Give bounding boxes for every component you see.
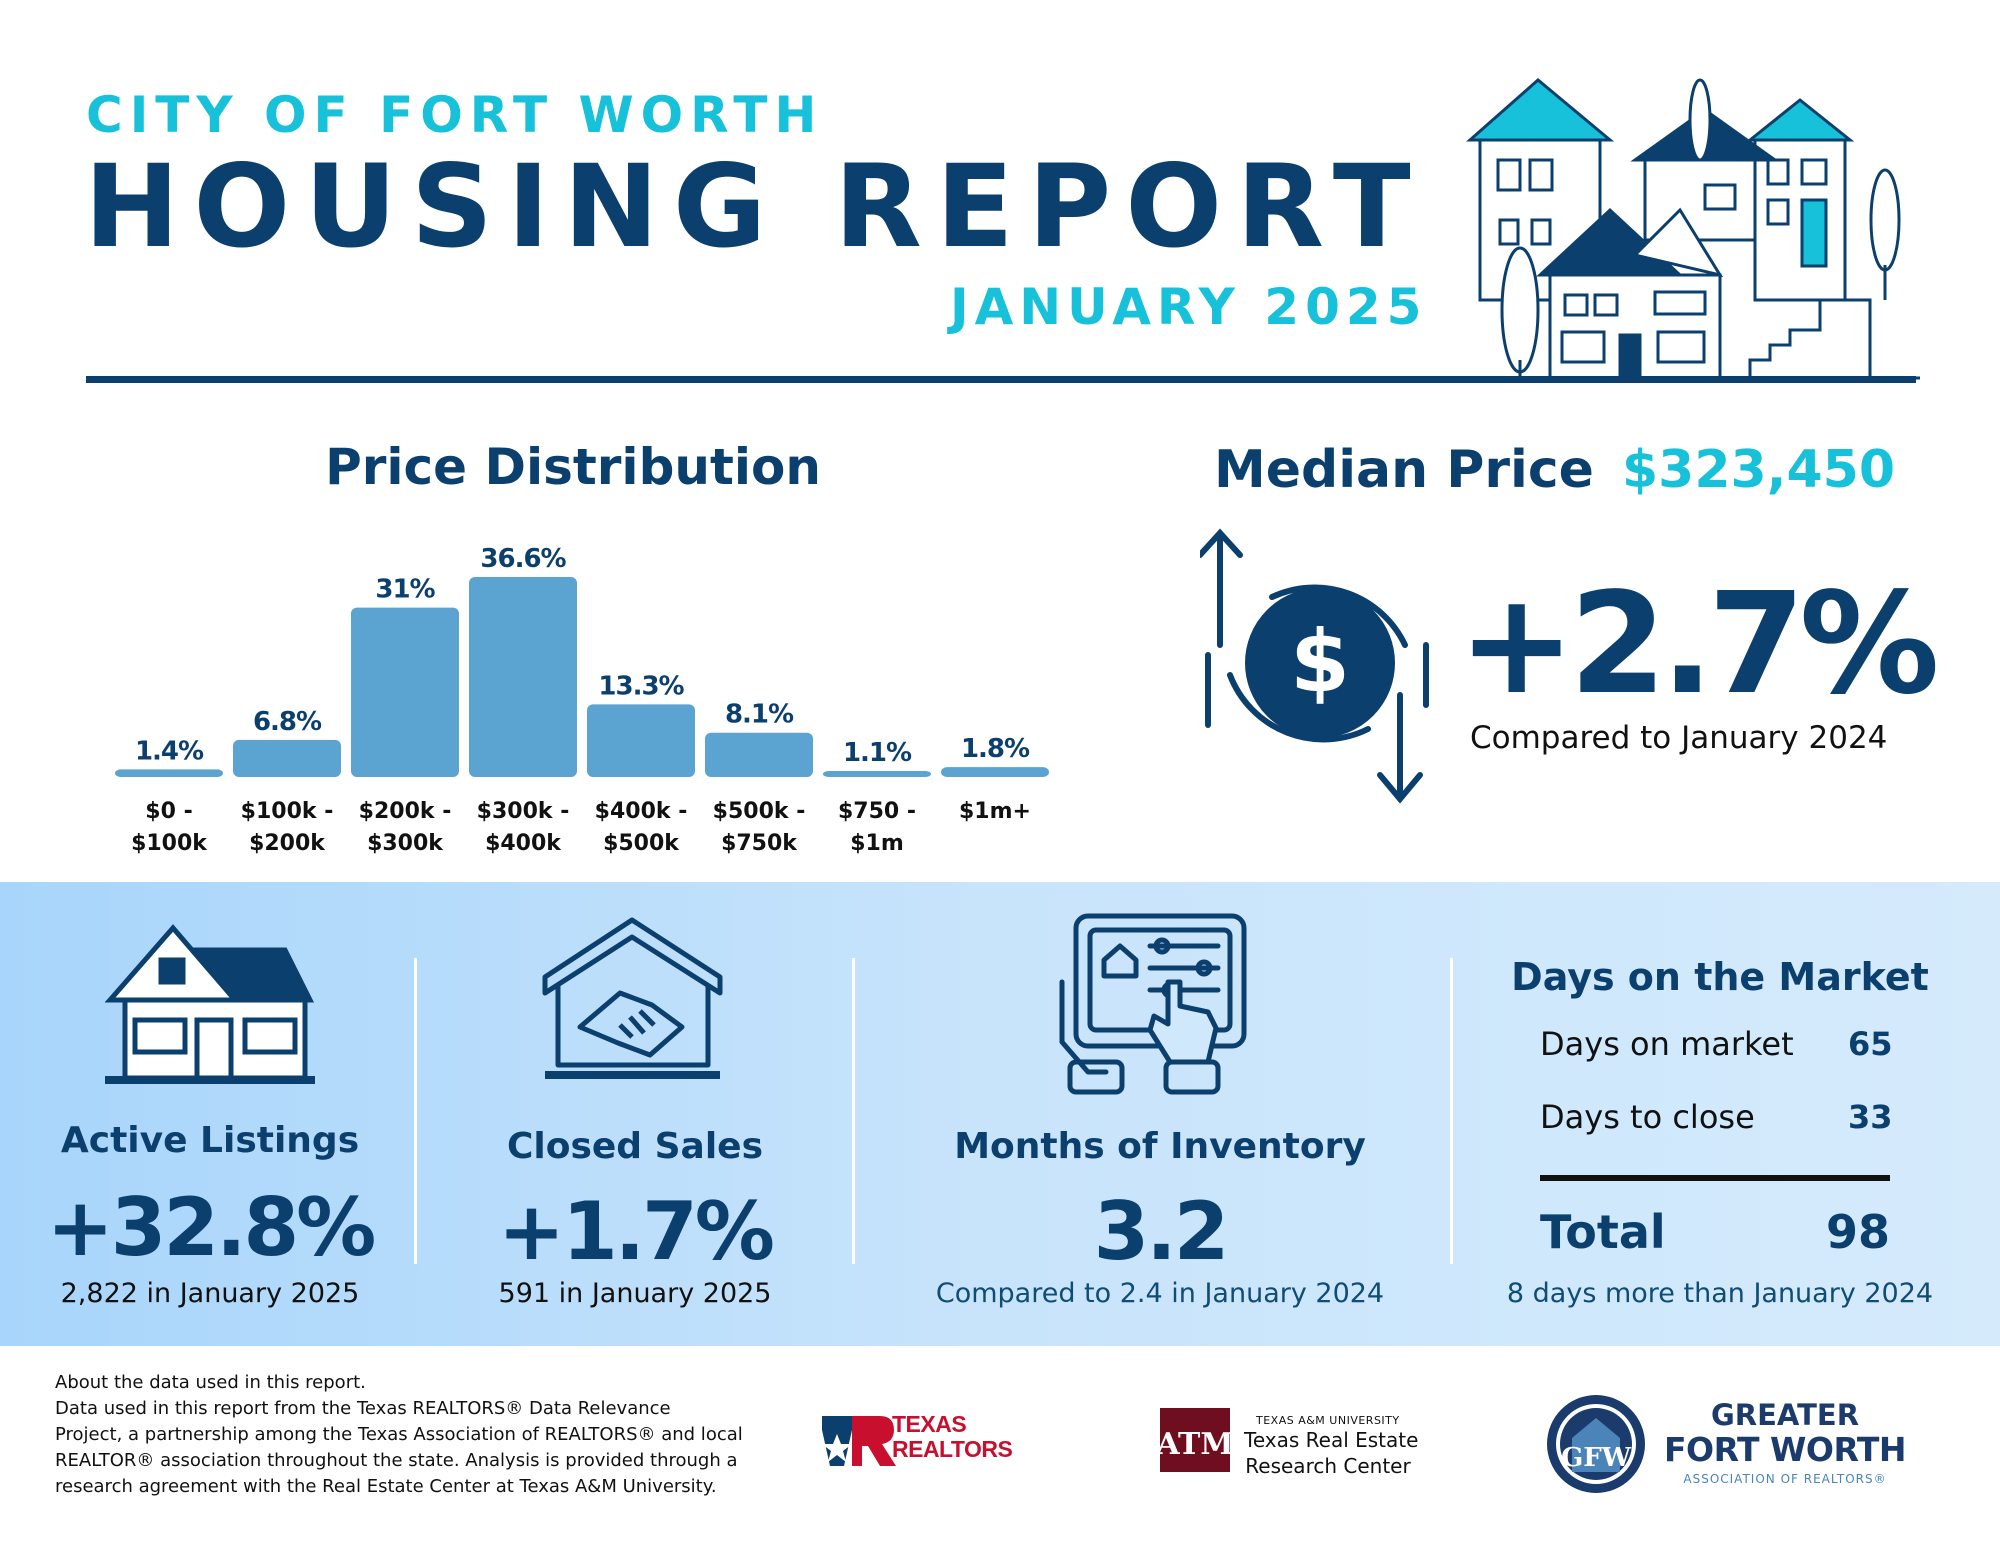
category-tick-label: $1m	[850, 831, 904, 856]
category-tick-label: $300k	[367, 831, 444, 856]
header-divider	[86, 376, 1916, 383]
tablet-settings-icon	[1059, 913, 1247, 1095]
bar-value-label: 8.1%	[725, 700, 794, 730]
report-title: HOUSING REPORT	[84, 140, 1425, 273]
bar	[823, 770, 931, 777]
category-tick-label: $750k	[721, 831, 798, 856]
bar	[115, 769, 223, 777]
bar-value-label: 1.8%	[961, 734, 1030, 764]
bar	[941, 767, 1049, 777]
median-price-label: Median Price	[1214, 440, 1594, 500]
days-total-divider	[1540, 1175, 1890, 1181]
category-tick-label: $0 -	[145, 799, 192, 824]
bar	[587, 704, 695, 777]
houses-illustration-icon	[1450, 78, 1920, 380]
tamu-logo-line: Texas Real Estate	[1244, 1428, 1419, 1452]
days-total-value: 98	[1826, 1205, 1891, 1259]
category-tick-label: $300k -	[477, 799, 570, 824]
bar-value-label: 13.3%	[598, 671, 684, 701]
category-tick-label: $500k	[603, 831, 680, 856]
gfw-logo-line: FORT WORTH	[1663, 1430, 1907, 1469]
dollar-cycle-icon: $	[1200, 528, 1429, 804]
active-listings-value: +32.8%	[46, 1181, 377, 1274]
category-tick-label: $200k	[249, 831, 326, 856]
median-price-change: +2.7%	[1458, 563, 1940, 726]
bar-value-label: 31%	[375, 575, 435, 605]
median-price-value: $323,450	[1622, 440, 1896, 500]
category-tick-label: $1m+	[959, 799, 1031, 824]
bar-value-label: 1.4%	[135, 736, 204, 766]
data-source-note-line: Project, a partnership among the Texas A…	[55, 1424, 743, 1445]
days-to-close-row-value: 33	[1848, 1098, 1893, 1136]
active-listings-label: Active Listings	[60, 1120, 360, 1161]
data-source-note-line: About the data used in this report.	[55, 1372, 366, 1393]
price-distribution-title: Price Distribution	[325, 438, 821, 496]
days-on-market-title: Days on the Market	[1511, 955, 1929, 999]
bar	[469, 577, 577, 777]
header-city: CITY OF FORT WORTH	[86, 86, 824, 144]
stats-divider	[414, 958, 417, 1264]
days-on-market-row-value: 65	[1848, 1025, 1893, 1063]
category-tick-label: $200k -	[359, 799, 452, 824]
data-source-note-line: Data used in this report from the Texas …	[55, 1398, 671, 1419]
texas-realtors-logo-line: REALTORS	[892, 1436, 1013, 1462]
house-icon	[105, 924, 315, 1084]
days-total-label: Total	[1540, 1205, 1666, 1259]
stats-divider	[1450, 958, 1453, 1264]
days-on-market-row-label: Days on market	[1540, 1025, 1794, 1063]
price-distribution-chart: 1.4% $0 - $100k 6.8% $100k - $200k 31% $200k - $…	[115, 544, 1049, 856]
data-source-note: About the data used in this report. Data…	[55, 1370, 775, 1500]
category-tick-label: $100k -	[241, 799, 334, 824]
gfw-logo-icon: GFW	[1547, 1395, 1645, 1493]
data-source-note-line: REALTOR® association throughout the stat…	[55, 1450, 738, 1471]
svg-text:$: $	[1290, 612, 1350, 712]
median-price-compare: Compared to January 2024	[1470, 720, 1888, 756]
bar-value-label: 1.1%	[843, 738, 912, 768]
active-listings-sub: 2,822 in January 2025	[60, 1278, 360, 1309]
category-tick-label: $100k	[131, 831, 208, 856]
bar-value-label: 6.8%	[253, 707, 322, 737]
closed-sales-value: +1.7%	[498, 1185, 775, 1278]
category-tick-label: $750 -	[838, 799, 916, 824]
months-inventory-sub: Compared to 2.4 in January 2024	[935, 1278, 1385, 1309]
handshake-house-icon	[542, 917, 723, 1079]
texas-realtors-logo-text: TEXAS REALTORS	[892, 1411, 1013, 1462]
category-tick-label: $400k -	[595, 799, 688, 824]
closed-sales-label: Closed Sales	[506, 1126, 764, 1167]
bar	[233, 739, 341, 777]
tamu-logo-small-text: TEXAS A&M UNIVERSITY	[1256, 1414, 1400, 1427]
stats-divider	[852, 958, 855, 1264]
days-on-market-sub: 8 days more than January 2024	[1506, 1278, 1934, 1309]
bar-value-label: 36.6%	[480, 544, 566, 574]
bar	[351, 607, 459, 777]
svg-text:GFW: GFW	[1561, 1443, 1632, 1473]
bar	[705, 732, 813, 777]
category-tick-label: $400k	[485, 831, 562, 856]
days-to-close-row-label: Days to close	[1540, 1098, 1755, 1136]
closed-sales-sub: 591 in January 2025	[498, 1278, 772, 1309]
category-tick-label: $500k -	[713, 799, 806, 824]
data-source-note-line: research agreement with the Real Estate …	[55, 1476, 717, 1497]
tamu-logo-icon: ATM	[1155, 1408, 1234, 1472]
months-inventory-label: Months of Inventory	[954, 1126, 1366, 1167]
gfw-logo-line: GREATER	[1710, 1398, 1860, 1432]
stats-band	[0, 882, 2000, 1346]
report-month: JANUARY 2025	[950, 278, 1428, 336]
texas-realtors-logo-icon	[822, 1416, 896, 1466]
gfw-logo-line: ASSOCIATION OF REALTORS®	[1683, 1472, 1887, 1486]
svg-text:ATM: ATM	[1160, 1427, 1230, 1462]
tamu-logo-line: Research Center	[1245, 1454, 1411, 1478]
months-inventory-value: 3.2	[1093, 1185, 1230, 1278]
texas-realtors-logo-line: TEXAS	[892, 1411, 967, 1437]
